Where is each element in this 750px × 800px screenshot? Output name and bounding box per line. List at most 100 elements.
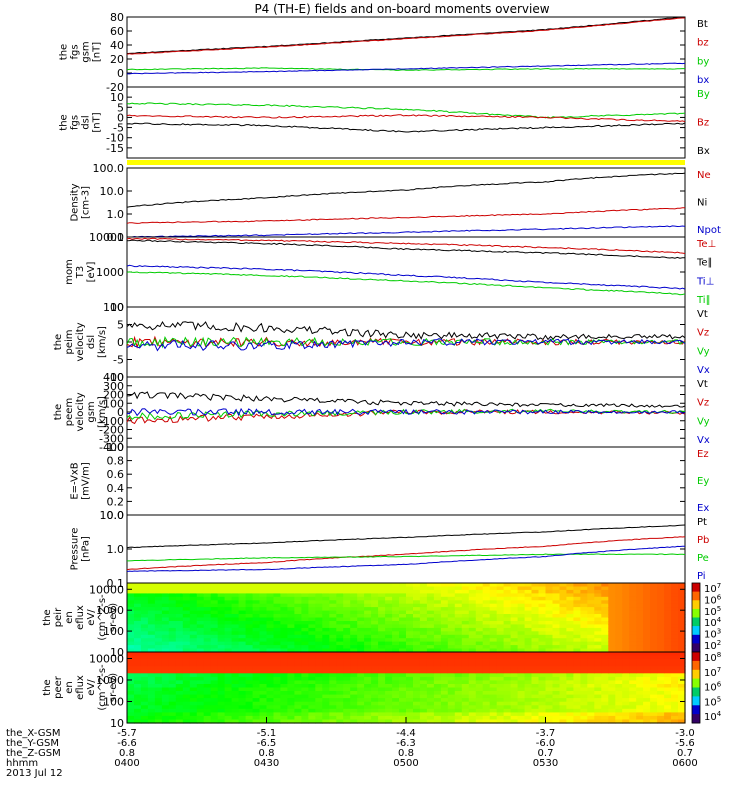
heatmap-cell xyxy=(524,684,533,689)
heatmap-cell xyxy=(489,715,498,720)
heatmap-cell xyxy=(266,680,275,685)
heatmap-cell xyxy=(252,669,261,674)
heatmap-cell xyxy=(580,586,588,591)
heatmap-cell xyxy=(294,708,302,713)
heatmap-cell xyxy=(245,645,254,650)
heatmap-cell xyxy=(664,614,672,618)
heatmap-cell xyxy=(385,589,393,594)
heatmap-cell xyxy=(329,586,337,591)
heatmap-cell xyxy=(329,600,337,605)
heatmap-cell xyxy=(587,627,595,632)
heatmap-cell xyxy=(245,648,254,653)
y-tick-label: 10 xyxy=(110,646,124,659)
heatmap-cell xyxy=(315,712,323,717)
y-tick-label: 10 xyxy=(110,91,124,104)
heatmap-cell xyxy=(503,610,512,615)
heatmap-cell xyxy=(350,627,358,632)
heatmap-cell xyxy=(468,705,477,710)
heatmap-cell xyxy=(468,687,477,692)
heatmap-cell xyxy=(294,593,302,598)
heatmap-cell xyxy=(517,712,526,717)
heatmap-cell xyxy=(426,607,435,612)
heatmap-cell xyxy=(650,645,658,650)
heatmap-cell xyxy=(210,583,219,587)
heatmap-cell xyxy=(154,614,163,618)
heatmap-cell xyxy=(594,617,602,622)
heatmap-cell xyxy=(608,645,616,650)
y-tick-label: 5 xyxy=(117,101,124,114)
heatmap-cell xyxy=(406,719,414,724)
heatmap-cell xyxy=(140,621,149,625)
heatmap-cell xyxy=(196,634,205,639)
colorbar-tick-exponent: 4 xyxy=(717,616,722,624)
heatmap-cell xyxy=(308,610,316,615)
heatmap-cell xyxy=(413,614,421,618)
heatmap-cell xyxy=(664,593,672,598)
heatmap-cell xyxy=(664,596,672,601)
heatmap-cell xyxy=(517,593,526,598)
heatmap-cell xyxy=(134,648,142,653)
heatmap-cell xyxy=(454,662,463,667)
heatmap-cell xyxy=(259,638,268,643)
heatmap-cell xyxy=(643,589,651,594)
heatmap-cell xyxy=(378,624,386,629)
heatmap-cell xyxy=(203,621,212,625)
heatmap-cell xyxy=(203,673,212,678)
heatmap-cell xyxy=(587,621,595,625)
heatmap-cell xyxy=(552,676,561,681)
heatmap-cell xyxy=(545,666,554,671)
heatmap-cell xyxy=(615,621,623,625)
heatmap-cell xyxy=(406,617,414,622)
heatmap-cell xyxy=(531,719,540,724)
heatmap-cell xyxy=(650,614,658,618)
heatmap-cell xyxy=(517,641,526,646)
heatmap-cell xyxy=(664,586,672,591)
heatmap-cell xyxy=(468,712,477,717)
heatmap-cell xyxy=(147,652,156,657)
heatmap-cell xyxy=(447,648,456,653)
heatmap-cell xyxy=(538,659,547,664)
heatmap-cell xyxy=(496,669,505,674)
heatmap-cell xyxy=(385,593,393,598)
heatmap-cell xyxy=(510,648,519,653)
y-axis-label-line: gsm xyxy=(86,401,97,422)
heatmap-cell xyxy=(643,676,651,681)
heatmap-cell xyxy=(399,669,407,674)
heatmap-cell xyxy=(224,586,233,591)
heatmap-cell xyxy=(643,627,651,632)
y-tick-label: 0 xyxy=(117,67,124,80)
heatmap-cell xyxy=(426,645,435,650)
heatmap-cell xyxy=(538,603,547,608)
heatmap-cell xyxy=(175,624,184,629)
heatmap-cell xyxy=(392,624,400,629)
heatmap-cell xyxy=(482,583,491,587)
heatmap-cell xyxy=(252,684,261,689)
heatmap-cell xyxy=(350,691,358,696)
heatmap-cell xyxy=(587,596,595,601)
heatmap-cell xyxy=(440,583,449,587)
heatmap-cell xyxy=(336,705,344,710)
heatmap-cell xyxy=(245,593,254,598)
heatmap-cell xyxy=(482,600,491,605)
heatmap-cell xyxy=(622,666,630,671)
heatmap-cell xyxy=(608,631,616,636)
heatmap-cell xyxy=(392,669,400,674)
heatmap-cell xyxy=(650,631,658,636)
series-line xyxy=(126,407,686,417)
heatmap-cell xyxy=(287,673,295,678)
heatmap-cell xyxy=(147,641,156,646)
heatmap-cell xyxy=(573,698,581,703)
heatmap-cell xyxy=(419,589,428,594)
heatmap-cell xyxy=(573,617,581,622)
heatmap-cell xyxy=(538,596,547,601)
heatmap-cell xyxy=(245,607,254,612)
heatmap-cell xyxy=(378,614,386,618)
heatmap-cell xyxy=(622,684,630,689)
heatmap-cell xyxy=(538,648,547,653)
heatmap-cell xyxy=(329,603,337,608)
heatmap-cell xyxy=(608,694,616,699)
heatmap-cell xyxy=(350,669,358,674)
heatmap-cell xyxy=(378,680,386,685)
heatmap-cell xyxy=(413,691,421,696)
heatmap-cell xyxy=(454,589,463,594)
